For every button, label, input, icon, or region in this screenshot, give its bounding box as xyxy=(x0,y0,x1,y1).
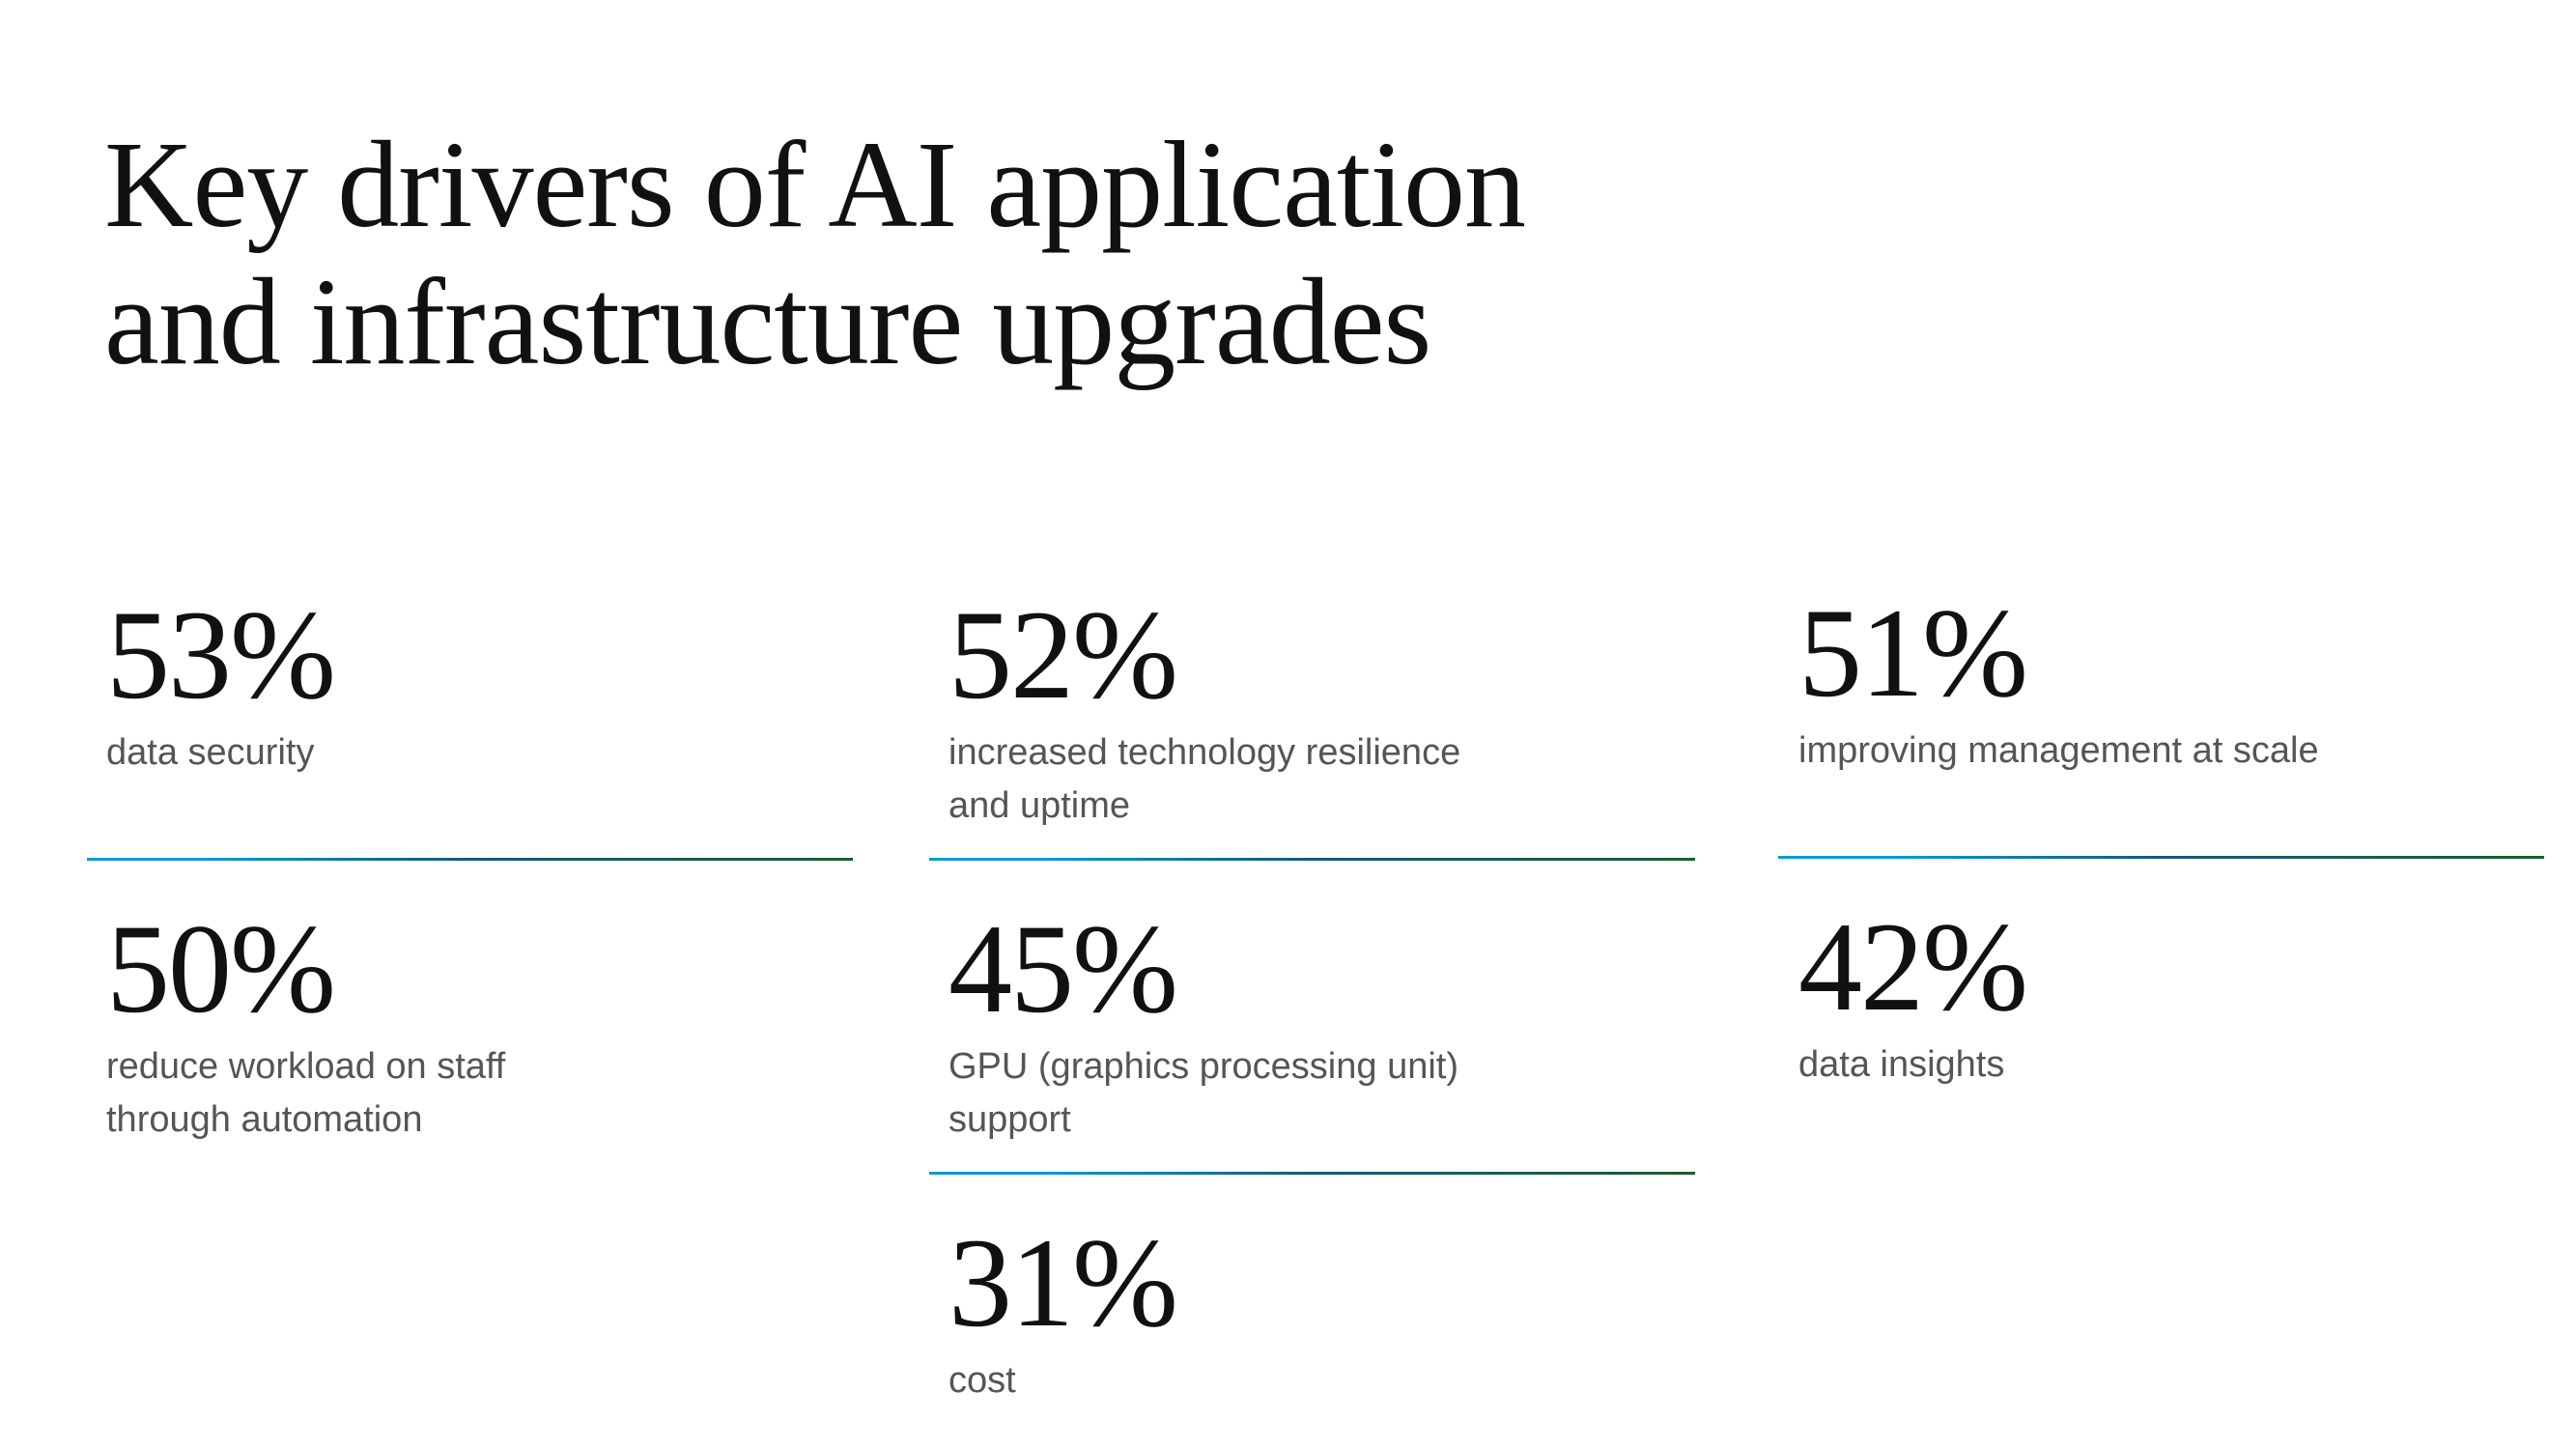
divider xyxy=(929,858,1695,861)
stat-value: 53% xyxy=(106,583,336,725)
stat-label: reduce workload on staff through automat… xyxy=(106,1046,506,1140)
stat-technology-resilience: 52% increased technology resilience and … xyxy=(948,591,1721,833)
stat-value: 45% xyxy=(948,897,1178,1039)
stat-value: 52% xyxy=(948,583,1178,725)
stat-cost: 31% cost xyxy=(948,1219,1721,1407)
stat-reduce-workload: 50% reduce workload on staff through aut… xyxy=(106,905,879,1147)
stat-value: 50% xyxy=(106,897,336,1039)
stat-gpu-support: 45% GPU (graphics processing unit) suppo… xyxy=(948,905,1721,1147)
stat-value: 31% xyxy=(948,1211,1178,1353)
divider xyxy=(929,1172,1695,1175)
stat-label: GPU (graphics processing unit) support xyxy=(948,1046,1458,1140)
divider xyxy=(1778,856,2544,859)
divider xyxy=(87,858,853,861)
stat-label: data security xyxy=(106,732,315,773)
page-title: Key drivers of AI application and infras… xyxy=(104,116,1526,390)
stat-management-at-scale: 51% improving management at scale xyxy=(1798,589,2571,778)
stat-data-security: 53% data security xyxy=(106,591,879,780)
stat-label: increased technology resilience and upti… xyxy=(948,732,1461,826)
stat-value: 51% xyxy=(1798,582,2028,724)
stat-label: improving management at scale xyxy=(1798,730,2319,771)
stat-label: cost xyxy=(948,1360,1016,1401)
stat-data-insights: 42% data insights xyxy=(1798,903,2571,1092)
stat-label: data insights xyxy=(1798,1044,2005,1085)
stat-value: 42% xyxy=(1798,895,2028,1037)
